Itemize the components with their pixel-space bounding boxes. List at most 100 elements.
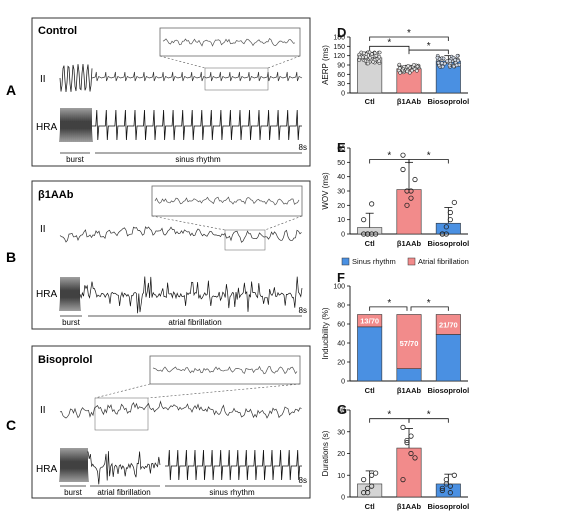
data-point [448, 58, 452, 63]
chart-f-inducibility: F 0 20 40 60 80 100 Inducibility (%) Ctl β1AAb Bio… [321, 257, 469, 395]
data-point [361, 476, 367, 483]
panel-a-group-label: Control [38, 25, 77, 37]
data-point [412, 455, 418, 461]
panel-c-hra-burst [59, 447, 89, 483]
data-point [366, 61, 370, 66]
y-tick-label: 20 [337, 360, 345, 367]
y-tick-label: 0 [341, 232, 345, 239]
y-tick-label: 20 [337, 203, 345, 210]
y-tick-label: 40 [337, 174, 345, 181]
chart-panel-letter: G [337, 402, 347, 417]
y-tick-label: 40 [337, 341, 345, 348]
y-tick-label: 60 [337, 72, 345, 79]
data-point [443, 224, 449, 230]
data-point [411, 62, 416, 67]
data-point [447, 217, 453, 223]
data-point [400, 476, 406, 483]
data-point [451, 199, 457, 206]
data-point [377, 54, 382, 59]
panel-b-time-scale: 8s [299, 306, 307, 315]
x-tick-label: β1AAb [397, 386, 422, 395]
data-point [415, 64, 420, 69]
panel-b-hra-burst [59, 276, 81, 312]
panel-b-zoom-inset [151, 185, 303, 217]
significance-bracket [408, 418, 449, 423]
y-tick-label: 10 [337, 473, 345, 480]
x-tick-label: Biosoprolol [427, 386, 469, 395]
legend-label-sinus: Sinus rhythm [352, 257, 396, 266]
panel-a-time-scale: 8s [299, 143, 307, 152]
y-tick-label: 40 [337, 408, 345, 415]
y-axis-label: Durations (s) [321, 430, 330, 476]
panel-a-letter: A [6, 82, 16, 98]
data-point [453, 57, 457, 62]
panel-b: β1AAb B II HRA burst atrial fibrillation… [6, 180, 311, 330]
y-tick-label: 0 [341, 495, 345, 502]
significance-bracket [369, 36, 449, 41]
data-point [397, 62, 402, 67]
significance-bracket [369, 45, 410, 51]
bar [396, 189, 422, 235]
significance-star: * [387, 150, 391, 161]
panel-a-lead-bottom: HRA [36, 122, 57, 133]
panel-a-seg-burst: burst [66, 155, 85, 164]
panel-c-time-scale: 8s [299, 476, 307, 485]
x-tick-label: Biosoprolol [427, 239, 469, 248]
data-point [404, 437, 410, 444]
data-label: 57/70 [400, 339, 419, 348]
x-tick-label: Ctl [365, 239, 375, 248]
data-point [365, 231, 371, 237]
panel-b-letter: B [6, 249, 16, 265]
data-point [412, 176, 418, 183]
y-tick-label: 30 [337, 429, 345, 436]
data-point [443, 481, 449, 487]
panel-a-lead-ii-burst [59, 63, 93, 93]
data-point [436, 60, 441, 65]
chart-panel-letter: F [337, 270, 345, 285]
y-tick-label: 50 [337, 160, 345, 167]
panel-b-seg-burst: burst [62, 318, 81, 327]
x-tick-label: β1AAb [397, 239, 422, 248]
significance-bracket [410, 306, 449, 311]
panel-a: Control A II HRA burst sinus rhythm 8s [6, 17, 311, 167]
data-point [400, 424, 406, 430]
y-tick-label: 150 [333, 44, 345, 51]
panel-a-zoom-inset [159, 27, 301, 57]
data-point [451, 472, 457, 478]
data-point [357, 55, 362, 60]
y-axis-label: AERP (ms) [321, 45, 330, 85]
data-point [439, 61, 444, 65]
data-point [442, 61, 447, 66]
data-point [441, 56, 446, 61]
chart-g-durations: G 0 10 20 30 40 Durations (s) Ctl β1AAb Biosoprol… [321, 402, 469, 511]
x-tick-label: Ctl [365, 386, 375, 395]
chart-panel-letter: E [337, 140, 346, 155]
data-point [454, 63, 459, 68]
data-point [410, 68, 414, 73]
data-point [408, 188, 414, 194]
data-point [369, 52, 374, 56]
panel-a-hra-burst [59, 107, 93, 143]
panel-c-hra-sinus-trace [165, 449, 302, 481]
x-tick-label: Ctl [365, 502, 375, 511]
bar-af [435, 314, 461, 335]
x-tick-label: β1AAb [397, 502, 422, 511]
panel-c-seg-sinus: sinus rhythm [209, 488, 255, 497]
y-tick-label: 80 [337, 303, 345, 310]
panel-b-lead-bottom: HRA [36, 289, 57, 300]
y-tick-label: 30 [337, 189, 345, 196]
y-tick-label: 10 [337, 217, 345, 224]
data-point [439, 231, 445, 237]
data-point [369, 472, 375, 478]
data-point [369, 201, 375, 207]
x-tick-label: Biosoprolol [427, 97, 469, 106]
significance-star: * [387, 410, 391, 421]
panel-c-seg-burst: burst [64, 488, 83, 497]
bar-af [357, 314, 383, 328]
data-point [408, 450, 414, 457]
panel-c-lead-top: II [40, 405, 46, 416]
panel-c-group-label: Bisoprolol [38, 354, 92, 366]
data-point [398, 70, 402, 75]
significance-star: * [427, 298, 431, 309]
data-point [406, 64, 411, 68]
